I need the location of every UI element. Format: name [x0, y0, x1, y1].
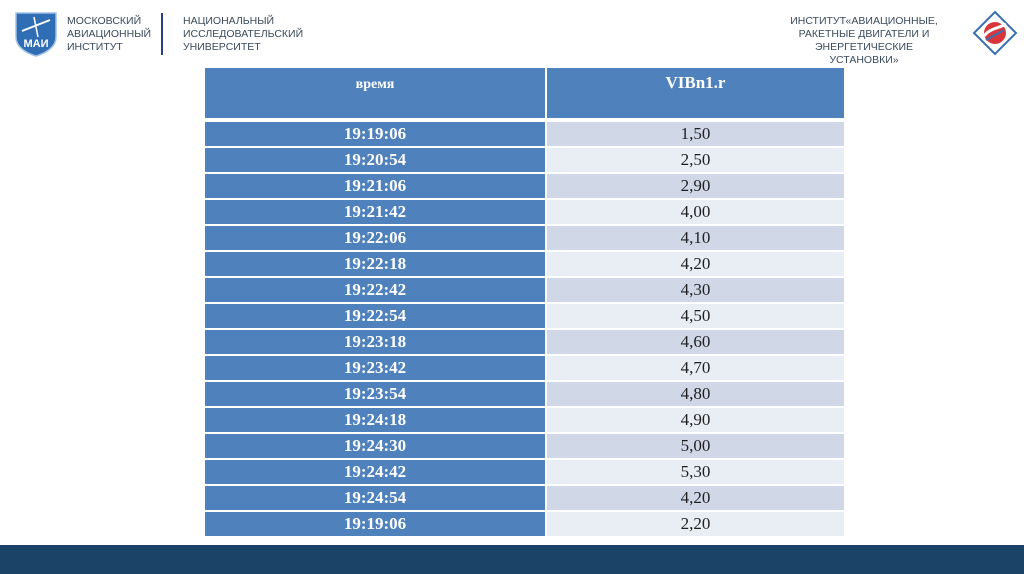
data-table: время VIBn1.r 19:19:06 1,50 19:20:54 2,50 19…: [205, 68, 844, 536]
institute-line-2: РАКЕТНЫЕ ДВИГАТЕЛИ И: [798, 28, 930, 40]
table-row: 19:24:18 4,90: [205, 406, 844, 432]
table-row: 19:22:06 4,10: [205, 224, 844, 250]
university-subtitle: НАЦИОНАЛЬНЫЙ ИССЛЕДОВАТЕЛЬСКИЙ УНИВЕРСИТ…: [183, 15, 303, 54]
time-cell: 19:23:18: [205, 330, 547, 354]
time-cell: 19:20:54: [205, 148, 547, 172]
vibn1-value-cell: 2,90: [547, 174, 844, 198]
institute-line-4: УСТАНОВКИ»: [829, 54, 899, 66]
institute-line-3: ЭНЕРГЕТИЧЕСКИЕ: [814, 41, 914, 53]
vibn1-value-cell: 5,00: [547, 434, 844, 458]
column-header-time: время: [205, 68, 547, 118]
org-line-3: ИНСТИТУТ: [67, 41, 123, 53]
mai-logo-icon: МАИ: [12, 11, 60, 57]
subtitle-line-3: УНИВЕРСИТЕТ: [183, 41, 261, 53]
vibn1-value-cell: 4,20: [547, 252, 844, 276]
org-line-2: АВИАЦИОННЫЙ: [67, 28, 152, 40]
time-cell: 19:24:30: [205, 434, 547, 458]
time-cell: 19:21:42: [205, 200, 547, 224]
time-cell: 19:23:42: [205, 356, 547, 380]
table-row: 19:22:18 4,20: [205, 250, 844, 276]
time-cell: 19:22:42: [205, 278, 547, 302]
table-row: 19:24:54 4,20: [205, 484, 844, 510]
table-header-row: время VIBn1.r: [205, 68, 844, 118]
time-cell: 19:22:18: [205, 252, 547, 276]
table-row: 19:20:54 2,50: [205, 146, 844, 172]
vibn1-value-cell: 2,50: [547, 148, 844, 172]
time-cell: 19:19:06: [205, 122, 547, 146]
footer-band: [0, 545, 1024, 574]
vibn1-value-cell: 4,20: [547, 486, 844, 510]
table-row: 19:23:54 4,80: [205, 380, 844, 406]
table-body: 19:19:06 1,50 19:20:54 2,50 19:21:06 2,90 19:2…: [205, 122, 844, 536]
time-cell: 19:19:06: [205, 512, 547, 536]
table-row: 19:23:18 4,60: [205, 328, 844, 354]
mai-org-name: МОСКОВСКИЙ АВИАЦИОННЫЙ ИНСТИТУТ: [67, 15, 151, 54]
vibn1-value-cell: 5,30: [547, 460, 844, 484]
time-cell: 19:23:54: [205, 382, 547, 406]
mai-logo-text: МАИ: [23, 38, 48, 50]
vibn1-value-cell: 4,90: [547, 408, 844, 432]
table-row: 19:19:06 1,50: [205, 122, 844, 146]
time-cell: 19:21:06: [205, 174, 547, 198]
vibn1-value-cell: 4,50: [547, 304, 844, 328]
institute-name: ИНСТИТУТ«АВИАЦИОННЫЕ, РАКЕТНЫЕ ДВИГАТЕЛИ…: [774, 15, 954, 67]
vibn1-value-cell: 1,50: [547, 122, 844, 146]
table-row: 19:22:54 4,50: [205, 302, 844, 328]
org-line-1: МОСКОВСКИЙ: [67, 15, 142, 27]
header-divider: [161, 13, 163, 55]
table-row: 19:24:42 5,30: [205, 458, 844, 484]
vibn1-value-cell: 4,10: [547, 226, 844, 250]
table-row: 19:24:30 5,00: [205, 432, 844, 458]
vibn1-value-cell: 4,00: [547, 200, 844, 224]
table-row: 19:19:06 2,20: [205, 510, 844, 536]
subtitle-line-2: ИССЛЕДОВАТЕЛЬСКИЙ: [183, 28, 304, 40]
time-cell: 19:24:42: [205, 460, 547, 484]
subtitle-line-1: НАЦИОНАЛЬНЫЙ: [183, 15, 275, 27]
institute-line-1: ИНСТИТУТ«АВИАЦИОННЫЕ,: [790, 15, 938, 27]
institute-logo-icon: [972, 10, 1018, 56]
time-cell: 19:24:18: [205, 408, 547, 432]
table-row: 19:21:06 2,90: [205, 172, 844, 198]
time-cell: 19:22:54: [205, 304, 547, 328]
column-header-vibn1: VIBn1.r: [547, 68, 844, 118]
time-cell: 19:24:54: [205, 486, 547, 510]
vibn1-value-cell: 4,70: [547, 356, 844, 380]
table-row: 19:23:42 4,70: [205, 354, 844, 380]
vibn1-value-cell: 4,80: [547, 382, 844, 406]
table-row: 19:21:42 4,00: [205, 198, 844, 224]
time-cell: 19:22:06: [205, 226, 547, 250]
table-row: 19:22:42 4,30: [205, 276, 844, 302]
vibn1-value-cell: 2,20: [547, 512, 844, 536]
vibn1-value-cell: 4,30: [547, 278, 844, 302]
vibn1-value-cell: 4,60: [547, 330, 844, 354]
